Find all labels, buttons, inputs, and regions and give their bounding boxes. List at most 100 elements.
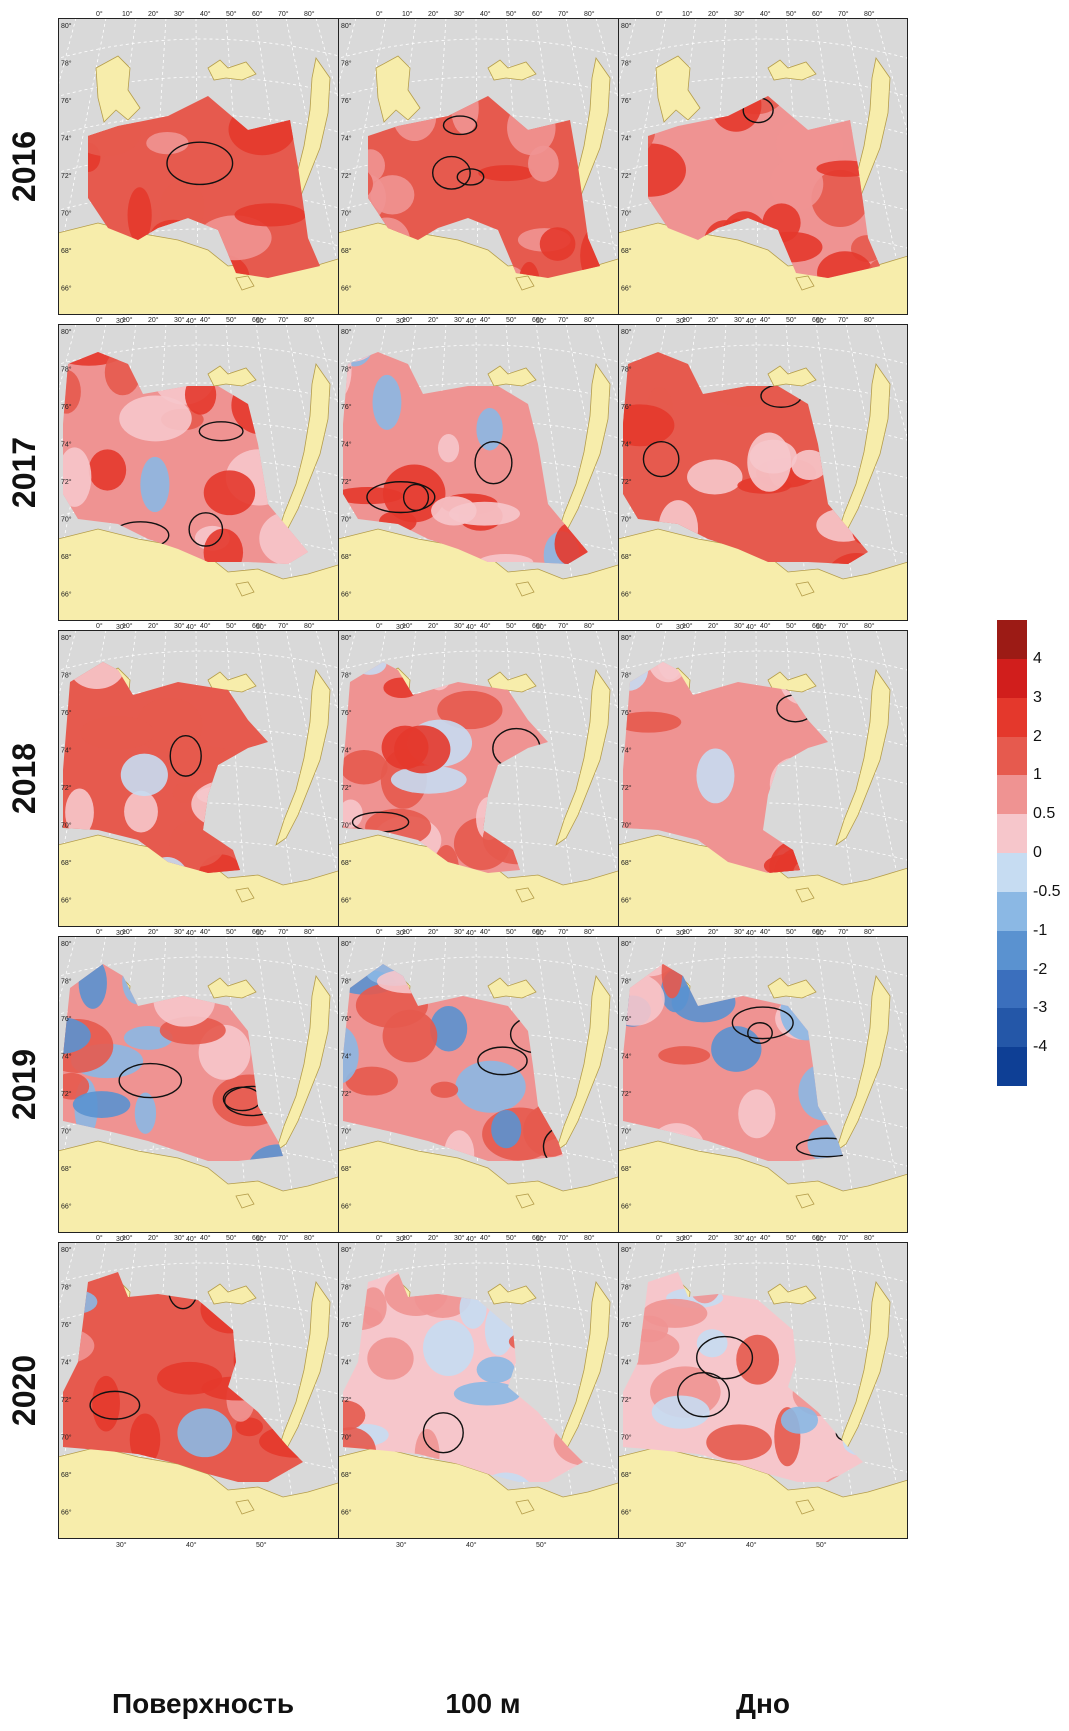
latitude-label: 78°	[341, 1284, 352, 1292]
longitude-label: 30°	[676, 1235, 687, 1243]
latitude-label: 78°	[61, 978, 72, 986]
latitude-label: 66°	[61, 591, 72, 599]
zero-isoline	[542, 1125, 563, 1161]
longitude-label: 30°	[116, 1235, 127, 1243]
anomaly-patch	[135, 697, 203, 754]
franz-josef-land	[487, 365, 537, 387]
longitude-labels-bottom: 30° 40° 50°	[116, 317, 267, 325]
map-panel: 80° 78° 76° 74° 72° 70° 68° 66°	[618, 936, 908, 1233]
longitude-label: 0°	[656, 622, 663, 630]
longitude-label: 70°	[558, 622, 569, 630]
longitude-label: 30°	[116, 317, 127, 325]
latitude-label: 72°	[621, 478, 632, 486]
year-label-text: 2016	[6, 130, 43, 203]
column-label: Поверхность	[111, 1688, 295, 1719]
latitude-gridline	[58, 1262, 348, 1283]
longitude-label: 0°	[656, 10, 663, 18]
map-panel-svg: 80° 78° 76° 74° 72° 70° 68° 66°	[618, 936, 908, 1233]
anomaly-patch	[235, 1417, 263, 1437]
longitude-labels-top: 0° 10° 20° 30° 40° 50° 60° 70° 80°	[376, 622, 595, 630]
longitude-label: 60°	[812, 1234, 823, 1242]
longitude-label: 30°	[116, 1541, 127, 1549]
latitude-label: 80°	[621, 328, 632, 336]
zero-isoline	[169, 734, 202, 777]
anomaly-patch	[119, 395, 192, 442]
anomaly-patch	[623, 711, 682, 733]
latitude-label: 74°	[341, 747, 352, 755]
mainland-coast	[338, 1446, 628, 1539]
longitude-label: 20°	[708, 928, 719, 936]
map-panel-svg: 80° 78° 76° 74° 72° 70° 68° 66°	[338, 1242, 628, 1539]
longitude-label: 10°	[682, 1234, 693, 1242]
latitude-gridline	[58, 38, 348, 59]
longitude-labels-top: 0° 10° 20° 30° 40° 50° 60° 70° 80°	[376, 928, 595, 936]
kolguev-island	[795, 1499, 815, 1515]
land-masses	[338, 55, 628, 315]
zero-isoline	[677, 1372, 730, 1418]
anomaly-patch	[658, 1046, 711, 1065]
latitude-label: 74°	[61, 1053, 72, 1061]
longitude-label: 30°	[734, 1234, 745, 1242]
longitude-label: 40°	[760, 928, 771, 936]
column-label: 100 м	[445, 1688, 521, 1719]
latitude-label: 66°	[61, 1509, 72, 1517]
longitude-label: 60°	[532, 10, 543, 18]
latitude-label: 76°	[621, 403, 632, 411]
map-panel-svg: 80° 78° 76° 74° 72° 70° 68° 66°	[618, 1242, 908, 1539]
latitude-label: 76°	[621, 1015, 632, 1023]
longitude-labels-bottom: 30° 40° 50°	[396, 317, 547, 325]
longitude-label: 50°	[226, 928, 237, 936]
franz-josef-land	[207, 365, 257, 387]
zero-isoline	[198, 421, 244, 442]
longitude-label: 70°	[838, 928, 849, 936]
longitude-label: 40°	[746, 929, 757, 937]
map-panel: 80° 78° 76° 74° 72° 70° 68° 66°	[618, 1242, 908, 1539]
map-panel: 80° 78° 76° 74° 72° 70° 68° 66°	[58, 18, 348, 315]
mainland-coast	[618, 834, 908, 927]
anomaly-patch	[430, 1005, 468, 1052]
anomaly-patch	[382, 464, 446, 523]
longitude-label: 50°	[536, 929, 547, 937]
anomaly-patch	[343, 1400, 366, 1431]
zero-isoline	[477, 1046, 528, 1076]
longitude-label: 50°	[256, 623, 267, 631]
longitude-label: 80°	[584, 622, 595, 630]
anomaly-patch	[203, 528, 244, 564]
longitude-label: 80°	[864, 10, 875, 18]
anomaly-patch	[736, 1334, 780, 1385]
map-panel: 80° 78° 76° 74° 72° 70° 68° 66°	[618, 18, 908, 315]
longitude-labels-bottom: 30° 40° 50°	[116, 1541, 267, 1549]
longitude-label: 30°	[734, 928, 745, 936]
column-label: Дно	[736, 1688, 790, 1719]
latitude-label: 68°	[341, 553, 352, 561]
longitude-label: 50°	[536, 1541, 547, 1549]
panel-frame	[618, 936, 908, 1233]
latitude-label: 78°	[341, 60, 352, 68]
latitude-label: 72°	[341, 1396, 352, 1404]
latitude-label: 80°	[621, 634, 632, 642]
longitude-label: 10°	[402, 10, 413, 18]
latitude-label: 70°	[61, 210, 72, 218]
colorbar-swatch	[997, 814, 1027, 854]
longitude-labels-top: 0° 10° 20° 30° 40° 50° 60° 70° 80°	[96, 316, 315, 324]
longitude-label: 70°	[838, 316, 849, 324]
franz-josef-land	[767, 365, 817, 387]
longitude-labels-top: 0° 10° 20° 30° 40° 50° 60° 70° 80°	[656, 622, 875, 630]
latitude-label: 74°	[61, 1359, 72, 1367]
latitude-label: 68°	[621, 859, 632, 867]
longitude-label: 80°	[304, 10, 315, 18]
latitude-label: 78°	[61, 366, 72, 374]
mainland-coast	[58, 1446, 348, 1539]
anomaly-patch	[247, 1144, 283, 1161]
panel-frame	[618, 18, 908, 315]
latitude-label: 72°	[341, 784, 352, 792]
longitude-label: 80°	[864, 1234, 875, 1242]
longitude-label: 40°	[186, 623, 197, 631]
map-panel-svg: 80° 78° 76° 74° 72° 70° 68° 66°	[58, 936, 348, 1233]
latitude-label: 68°	[341, 247, 352, 255]
colorbar-tick-label: -4	[1033, 1038, 1048, 1056]
franz-josef-land	[767, 1283, 817, 1305]
longitude-label: 30°	[116, 929, 127, 937]
latitude-gridline	[58, 956, 348, 977]
longitude-label: 50°	[506, 10, 517, 18]
